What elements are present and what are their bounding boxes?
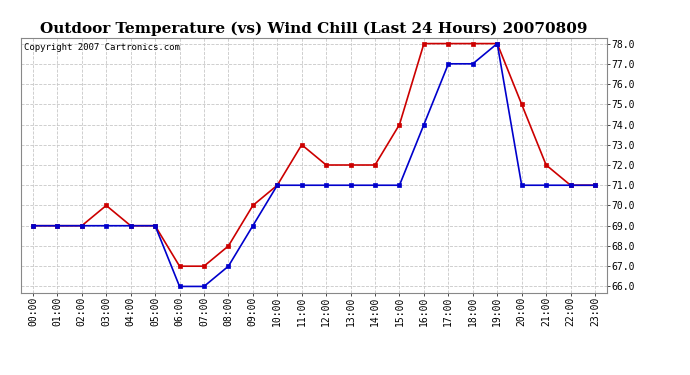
Title: Outdoor Temperature (vs) Wind Chill (Last 24 Hours) 20070809: Outdoor Temperature (vs) Wind Chill (Las…: [40, 22, 588, 36]
Text: Copyright 2007 Cartronics.com: Copyright 2007 Cartronics.com: [23, 43, 179, 52]
